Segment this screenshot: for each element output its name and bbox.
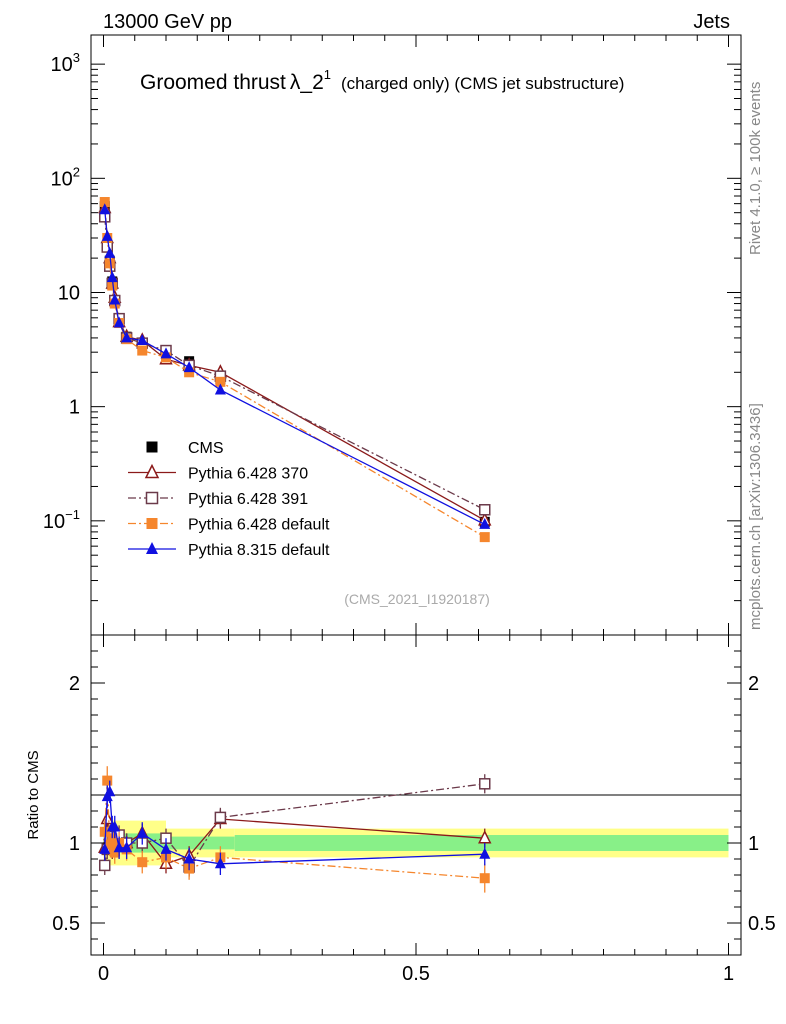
legend-label-4: Pythia 8.315 default (188, 542, 330, 559)
data-point (479, 504, 491, 516)
data-point (479, 532, 490, 543)
data-point (479, 517, 491, 529)
chart-title: Groomed thrust λ_21 (charged only) (CMS je… (140, 67, 624, 94)
ratio-axis-ticks: 0.5 0.5 1 1 2 2 (52, 634, 776, 956)
ratio-point (104, 785, 116, 797)
ratio-point (109, 847, 120, 858)
x-tick-label-1: 0.5 (402, 963, 430, 985)
y-tick-base: 10 (58, 282, 80, 304)
ratio-point (121, 841, 133, 853)
ratio-point (104, 839, 115, 850)
ratio-series-4 (99, 780, 491, 875)
ratio-tick-label-right-0: 0.5 (748, 913, 776, 935)
data-point (137, 345, 148, 356)
ratio-tick-label-right-2: 2 (748, 673, 759, 695)
legend-marker-4 (146, 542, 158, 554)
ratio-point (136, 826, 148, 838)
ratio-point (99, 826, 110, 837)
ratio-point (478, 830, 492, 844)
ratio-point (479, 778, 491, 790)
data-point (183, 361, 195, 373)
title-lambda: λ (290, 71, 301, 94)
x-axis-ticks: 0 0.5 1 (98, 35, 734, 985)
y-tick-base: 10 (51, 168, 73, 190)
data-point (160, 347, 172, 359)
title-main: Groomed thrust (140, 71, 286, 94)
legend-label-3: Pythia 6.428 default (188, 517, 330, 534)
y-tick-label-1: 102 (51, 164, 80, 190)
title-superscript: 1 (324, 67, 331, 82)
y-tick-base: 1 (69, 397, 80, 419)
y-tick-label-2: 10 (58, 282, 80, 304)
legend-label-2: Pythia 6.428 391 (188, 491, 308, 508)
category-label: Jets (693, 11, 730, 33)
legend-marker-0 (146, 441, 158, 453)
ratio-tick-label-right-1: 1 (748, 833, 759, 855)
ratio-point (102, 775, 113, 786)
y-tick-exponent: 2 (73, 164, 80, 179)
data-point (101, 229, 113, 241)
ratio-tick-label-left-0: 0.5 (52, 913, 80, 935)
ratio-point (109, 820, 121, 832)
legend-label-0: CMS (188, 440, 224, 457)
ratio-point (160, 842, 172, 854)
data-point (107, 280, 118, 291)
legend-marker-3 (146, 518, 158, 529)
y-tick-base: 10 (43, 511, 65, 533)
ratio-tick-label-left-1: 1 (69, 833, 80, 855)
y-tick-exponent: −1 (65, 507, 80, 522)
legend-marker-1 (144, 463, 160, 479)
data-point (121, 331, 133, 343)
series-line (104, 201, 486, 538)
x-tick-label-0: 0 (98, 963, 109, 985)
y-tick-label-3: 1 (69, 397, 80, 419)
ratio-point (99, 859, 111, 872)
data-point (99, 197, 110, 208)
y-tick-label-4: 10−1 (43, 507, 80, 533)
data-point (136, 333, 148, 345)
data-point (184, 367, 195, 378)
ratio-point (99, 842, 111, 854)
ratio-point (183, 852, 195, 864)
data-point (113, 316, 125, 328)
data-point (109, 293, 121, 305)
ratio-point (214, 857, 226, 869)
ratio-point (113, 841, 125, 853)
mcplots-label: mcplots.cern.ch [arXiv:1306.3436] (747, 403, 764, 630)
energy-label: 13000 GeV pp (103, 11, 232, 33)
y-tick-base: 10 (51, 54, 73, 76)
ratio-point (214, 811, 227, 824)
x-tick-label-2: 1 (723, 963, 734, 985)
data-point (104, 258, 115, 269)
ratio-tick-label-left-2: 2 (69, 673, 80, 695)
data-point (106, 271, 118, 283)
uncertainty-bands (103, 820, 729, 866)
data-point (104, 246, 116, 258)
y-tick-label-0: 103 (51, 50, 80, 76)
series-4 (99, 203, 491, 529)
data-point (214, 383, 226, 395)
ratio-point (479, 873, 490, 884)
title-suffix: _2 (299, 71, 323, 94)
y-tick-exponent: 3 (73, 50, 80, 65)
top-panel-series (98, 197, 492, 543)
ratio-ylabel: Ratio to CMS (25, 750, 42, 839)
rivet-label: Rivet 4.1.0, ≥ 100k events (747, 82, 764, 255)
title-detail: (charged only) (CMS jet substructure) (341, 74, 624, 93)
ratio-point (479, 847, 491, 859)
ratio-point (137, 857, 148, 868)
data-point (99, 203, 111, 215)
legend: CMS Pythia 6.428 370 Pythia 6.428 391 Pythi… (128, 440, 330, 559)
legend-marker-2 (145, 491, 159, 505)
data-point (215, 376, 226, 387)
ratio-panel-series (98, 766, 492, 893)
legend-label-1: Pythia 6.428 370 (188, 466, 308, 483)
analysis-id: (CMS_2021_I1920187) (344, 591, 490, 607)
